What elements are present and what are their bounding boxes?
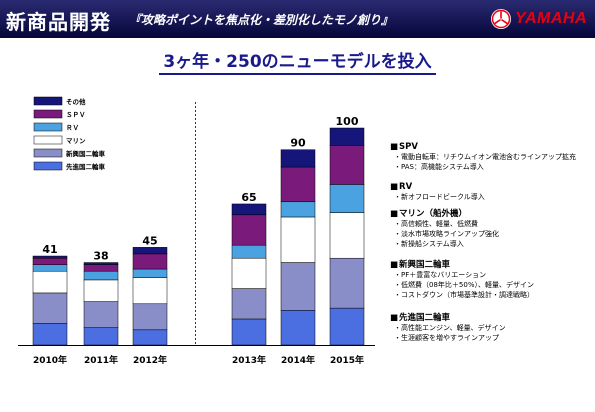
- x-tick-label: 2011年: [84, 354, 118, 366]
- bar-total-label: 41: [42, 243, 57, 256]
- bar-segment-2013年-先進国二輪車: [231, 318, 267, 346]
- legend-swatch: [33, 161, 63, 171]
- headline-text: 3ヶ年・250のニューモデルを投入: [159, 47, 436, 75]
- legend-swatch: [33, 122, 63, 132]
- annotation-group: 先進国二輪車高性能エンジン、軽量、デザイン生涯顧客を増やすラインアップ: [390, 311, 506, 343]
- bar-total-label: 90: [290, 137, 306, 150]
- bar-total-label: 38: [93, 250, 108, 263]
- annotation-group: マリン（船外機）高信頼性、軽量、低燃費淡水市場攻略ラインアップ強化新操船システム…: [390, 207, 499, 249]
- annotation-item: 低燃費（08年比＋50%）、軽量、デザイン: [390, 280, 534, 290]
- legend-label: ＲＶ: [66, 124, 79, 132]
- bar-segment-2013年-ＲＶ: [231, 244, 267, 259]
- bar-segment-2012年-先進国二輪車: [132, 329, 168, 346]
- bar-segment-2014年-その他: [280, 149, 316, 168]
- bar-segment-2013年-マリン: [231, 257, 267, 289]
- bar-segment-2010年-ＲＶ: [32, 264, 68, 272]
- bar-segment-2010年-その他: [32, 255, 68, 259]
- bar-segment-2012年-マリン: [132, 277, 168, 305]
- annotation-group: RV新オフロードビークル導入: [390, 182, 485, 202]
- annotation-group: 新興国二輪車PF＋豊富なバリエーション低燃費（08年比＋50%）、軽量、デザイン…: [390, 258, 534, 300]
- bar-segment-2012年-その他: [132, 247, 168, 255]
- annotation-item: 生涯顧客を増やすラインアップ: [390, 333, 506, 343]
- annotation-item: 高性能エンジン、軽量、デザイン: [390, 323, 506, 333]
- header-bar: 新商品開発 『攻略ポイントを焦点化・差別化したモノ創り』 YAMAHA: [0, 0, 595, 38]
- annotation-item: 新オフロードビークル導入: [390, 192, 485, 202]
- bar-segment-2010年-先進国二輪車: [32, 323, 68, 346]
- legend-label: ＳＰＶ: [66, 111, 86, 119]
- annotation-group: SPV電動自転車：リチウムイオン電池含むラインアップ拡充PAS：高機能システム導…: [390, 142, 576, 172]
- legend-label: マリン: [66, 137, 86, 145]
- yamaha-logo: YAMAHA: [490, 7, 587, 31]
- bar-segment-2014年-ＳＰＶ: [280, 166, 316, 203]
- bar-segment-2011年-ＳＰＶ: [83, 264, 119, 272]
- annotation-item: コストダウン（市場基準設計・調達戦略）: [390, 290, 534, 300]
- annotation-item: 新操船システム導入: [390, 239, 499, 249]
- annotation-heading: 新興国二輪車: [390, 258, 534, 270]
- legend-label: 新興国二輪車: [66, 149, 106, 158]
- annotation-item: PAS：高機能システム導入: [390, 162, 576, 172]
- bar-segment-2015年-ＳＰＶ: [329, 145, 365, 185]
- annotation-item: 高信頼性、軽量、低燃費: [390, 219, 499, 229]
- legend-swatch: [33, 135, 63, 145]
- annotation-heading: 先進国二輪車: [390, 311, 506, 323]
- bar-segment-2015年-先進国二輪車: [329, 307, 365, 346]
- bar-segment-2011年-マリン: [83, 279, 119, 302]
- headline: 3ヶ年・250のニューモデルを投入: [0, 47, 595, 75]
- bar-segment-2012年-ＲＶ: [132, 268, 168, 278]
- page-title: 新商品開発: [6, 10, 111, 34]
- legend-label: 先進国二輪車: [66, 162, 106, 171]
- bar-segment-2014年-先進国二輪車: [280, 310, 316, 346]
- bar-segment-2015年-新興国二輪車: [329, 257, 365, 309]
- bar-segment-2011年-その他: [83, 262, 119, 265]
- annotation-item: 電動自転車：リチウムイオン電池含むラインアップ拡充: [390, 152, 576, 162]
- legend-swatch: [33, 148, 63, 158]
- legend-swatch: [33, 109, 63, 119]
- bar-segment-2013年-新興国二輪車: [231, 288, 267, 320]
- bar-segment-2015年-その他: [329, 127, 365, 146]
- bar-segment-2012年-新興国二輪車: [132, 303, 168, 331]
- x-tick-label: 2012年: [133, 354, 167, 366]
- page-subtitle: 『攻略ポイントを焦点化・差別化したモノ創り』: [129, 13, 394, 27]
- x-tick-label: 2010年: [33, 354, 67, 366]
- x-tick-label: 2013年: [232, 354, 266, 366]
- annotation-item: 淡水市場攻略ラインアップ強化: [390, 229, 499, 239]
- annotation-heading: SPV: [390, 142, 576, 152]
- legend-swatch: [33, 96, 63, 106]
- legend-label: その他: [66, 97, 86, 106]
- bar-segment-2010年-マリン: [32, 270, 68, 294]
- annotation-heading: RV: [390, 182, 485, 192]
- bar-segment-2010年-新興国二輪車: [32, 292, 68, 324]
- bar-segment-2014年-新興国二輪車: [280, 262, 316, 311]
- logo-text: YAMAHA: [514, 10, 587, 27]
- bar-segment-2014年-マリン: [280, 216, 316, 263]
- bar-segment-2015年-ＲＶ: [329, 184, 365, 213]
- bar-segment-2015年-マリン: [329, 212, 365, 259]
- bar-segment-2012年-ＳＰＶ: [132, 253, 168, 270]
- bar-segment-2011年-ＲＶ: [83, 270, 119, 281]
- bar-segment-2013年-ＳＰＶ: [231, 214, 267, 246]
- tuning-fork-emblem-icon: [490, 9, 511, 29]
- bar-segment-2014年-ＲＶ: [280, 201, 316, 218]
- bar-segment-2011年-新興国二輪車: [83, 301, 119, 328]
- bar-total-label: 65: [241, 191, 256, 204]
- bar-segment-2011年-先進国二輪車: [83, 327, 119, 346]
- bar-segment-2010年-ＳＰＶ: [32, 257, 68, 265]
- x-tick-label: 2014年: [281, 354, 315, 366]
- annotation-item: PF＋豊富なバリエーション: [390, 270, 534, 280]
- bar-segment-2013年-その他: [231, 203, 267, 216]
- bar-total-label: 100: [336, 115, 359, 128]
- annotation-heading: マリン（船外機）: [390, 207, 499, 219]
- x-tick-label: 2015年: [330, 354, 364, 366]
- bar-total-label: 45: [142, 234, 157, 247]
